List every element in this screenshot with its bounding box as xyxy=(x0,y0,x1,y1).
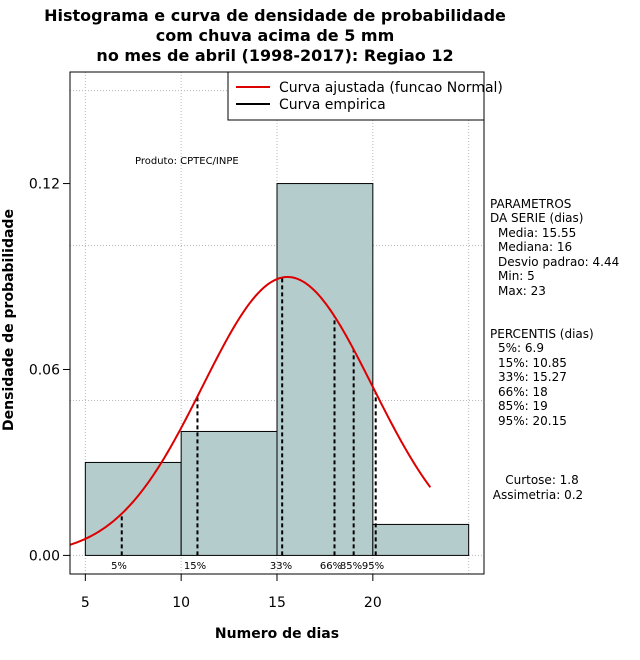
x-tick-label: 10 xyxy=(172,595,190,611)
y-axis-title: Densidade de probabilidade xyxy=(1,209,17,431)
param-max: Max: 23 xyxy=(498,284,546,298)
percentile-label: 15% xyxy=(184,561,206,572)
percentil-95: 95%: 20.15 xyxy=(498,414,567,428)
y-axis: 0.00 0.06 0.12 xyxy=(29,177,70,564)
parametros-title-2: DA SERIE (dias) xyxy=(490,211,583,225)
chart-title-line-1: Histograma e curva de densidade de proba… xyxy=(44,6,506,25)
chart-title-line-2: com chuva acima de 5 mm xyxy=(156,26,395,45)
y-tick-label: 0.12 xyxy=(29,177,60,193)
param-min: Min: 5 xyxy=(498,269,535,283)
x-tick-label: 15 xyxy=(268,595,286,611)
x-axis-title: Numero de dias xyxy=(215,626,339,642)
percentil-5: 5%: 6.9 xyxy=(498,341,544,355)
percentile-label: 95% xyxy=(362,561,384,572)
assimetria-value: Assimetria: 0.2 xyxy=(493,488,583,502)
percentile-lines: 5% 15% 33% 66%85% 95% xyxy=(111,277,384,572)
chart-title-line-3: no mes de abril (1998-2017): Regiao 12 xyxy=(96,46,453,65)
percentile-label: 85% xyxy=(340,561,362,572)
param-media: Media: 15.55 xyxy=(498,226,576,240)
percentil-85: 85%: 19 xyxy=(498,399,548,413)
histogram-bar xyxy=(84,461,182,556)
y-tick-label: 0.00 xyxy=(29,548,60,564)
normal-curve-line xyxy=(69,275,432,546)
legend-box xyxy=(227,71,485,121)
x-axis: 5 10 15 20 xyxy=(81,574,382,611)
histogram-bar xyxy=(180,430,278,556)
param-mediana: Mediana: 16 xyxy=(498,240,572,254)
legend-label-empirical: Curva empirica xyxy=(279,97,386,113)
curtose-value: Curtose: 1.8 xyxy=(505,473,579,487)
legend-label-normal: Curva ajustada (funcao Normal) xyxy=(279,80,503,96)
percentile-label: 33% xyxy=(270,561,292,572)
percentil-33: 33%: 15.27 xyxy=(498,370,567,384)
histogram-bar xyxy=(276,183,374,556)
x-tick-label: 5 xyxy=(81,595,90,611)
histogram-bar xyxy=(372,523,470,556)
legend: Curva ajustada (funcao Normal) Curva emp… xyxy=(227,71,503,121)
percentis-title: PERCENTIS (dias) xyxy=(490,327,594,341)
histogram-bars xyxy=(84,183,470,556)
y-tick-label: 0.06 xyxy=(29,362,60,378)
parametros-title-1: PARAMETROS xyxy=(490,197,571,211)
percentile-label: 66% xyxy=(320,561,342,572)
x-tick-label: 20 xyxy=(364,595,382,611)
percentil-15: 15%: 10.85 xyxy=(498,356,567,370)
percentile-label: 5% xyxy=(111,561,127,572)
percentil-66: 66%: 18 xyxy=(498,385,548,399)
param-desvio: Desvio padrao: 4.44 xyxy=(498,255,619,269)
product-annotation: Produto: CPTEC/INPE xyxy=(135,156,239,167)
statistics-panel: PARAMETROS DA SERIE (dias) Media: 15.55 … xyxy=(490,197,619,502)
